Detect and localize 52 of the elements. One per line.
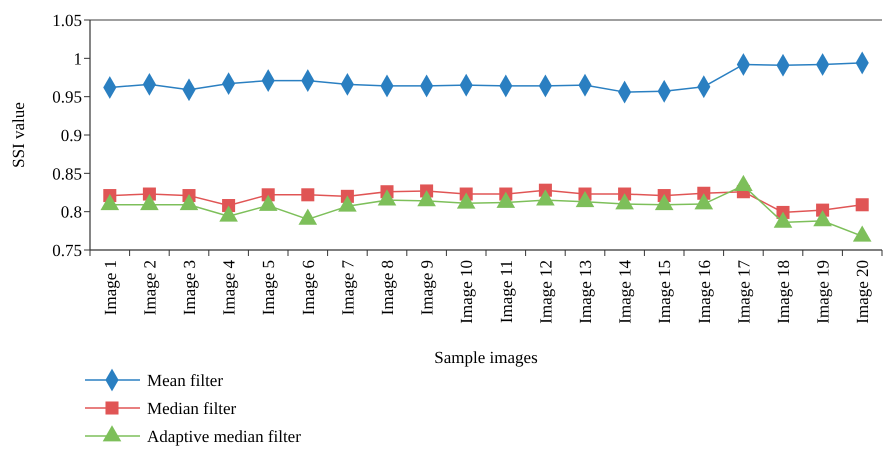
x-tick-label: Image 19 [814,260,833,324]
x-tick-label: Image 8 [378,260,397,316]
legend-label: Adaptive median filter [147,426,302,446]
point [258,194,278,211]
point [536,189,555,206]
y-tick-label: 0.9 [60,126,82,145]
x-tick-label: Image 17 [734,260,754,324]
point [496,192,516,208]
point [180,194,198,210]
point [417,190,436,206]
x-tick-label: Image 18 [774,260,793,324]
legend-label: Mean filter [147,370,224,390]
point [576,190,594,208]
point [654,194,674,210]
y-axis-title: SSI value [9,102,28,168]
x-tick-label: Image 13 [576,260,595,324]
y-tick-label: 0.75 [52,240,82,260]
point [456,192,476,209]
x-tick-label: Image 20 [853,260,872,324]
y-tick-label: 0.95 [52,88,82,107]
x-tick-label: Image 16 [694,260,714,324]
x-tick-label: Image 10 [457,260,476,324]
y-tick-label: 1 [74,49,82,68]
point [852,225,872,242]
point [298,208,318,225]
point [338,196,357,212]
x-tick-label: Image 6 [298,260,318,316]
x-tick-label: Image 1 [100,260,120,316]
x-tick-label: Image 11 [496,260,516,324]
point [378,189,396,206]
point [140,194,159,210]
point [774,212,792,228]
legend-label: Median filter [147,398,237,418]
x-tick-label: Image 4 [220,260,239,316]
point [100,194,120,210]
x-tick-label: Image 9 [418,260,437,316]
y-tick-label: 0.8 [60,202,82,222]
point [615,193,634,210]
x-tick-label: Image 2 [140,260,160,316]
y-tick-label: 0.85 [52,164,82,184]
x-tick-label: Image 14 [616,260,635,324]
x-axis-title: Sample images [434,348,538,367]
x-tick-label: Image 15 [655,260,674,324]
point [813,210,832,226]
y-tick-label: 1.05 [52,10,82,30]
point [734,174,753,191]
point [694,193,714,210]
x-tick-label: Image 12 [536,260,556,324]
x-tick-label: Image 5 [259,260,278,316]
point [219,206,238,222]
x-tick-label: Image 7 [338,260,358,316]
x-tick-label: Image 3 [180,260,199,316]
